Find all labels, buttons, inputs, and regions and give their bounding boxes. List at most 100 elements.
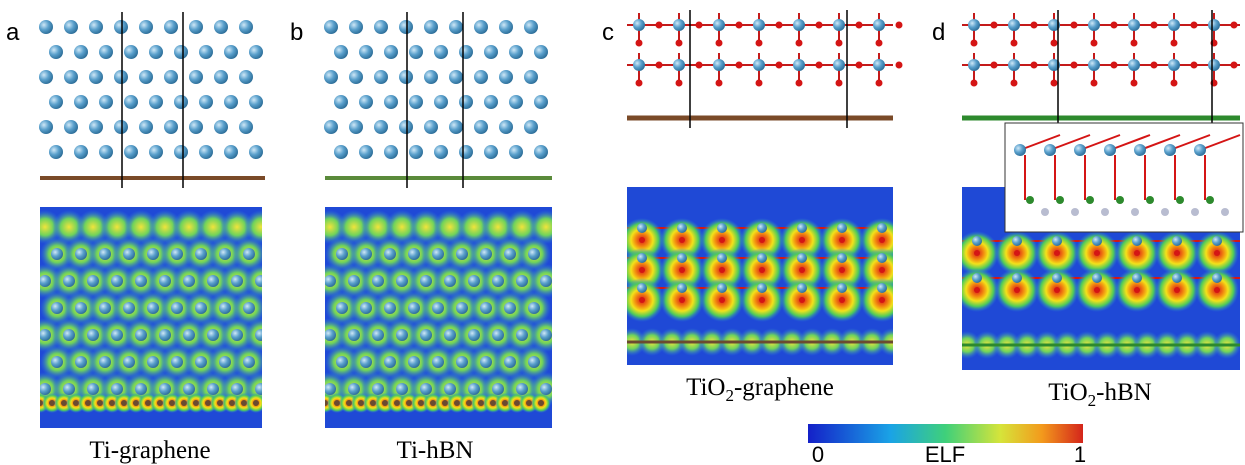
atom: [384, 356, 396, 368]
inset-frame: [1005, 123, 1243, 232]
atom: [636, 80, 643, 87]
atom: [484, 95, 498, 109]
atom: [474, 70, 488, 84]
atom: [348, 275, 360, 287]
atom: [123, 356, 135, 368]
atom: [1026, 196, 1034, 204]
atom: [149, 95, 163, 109]
atom: [1176, 196, 1184, 204]
panel-label: a: [6, 19, 20, 46]
structure: [627, 10, 903, 128]
atom: [449, 70, 463, 84]
atom: [1054, 287, 1060, 293]
atom: [164, 20, 178, 34]
atom: [1146, 196, 1154, 204]
atom: [199, 145, 213, 159]
atom: [374, 120, 388, 134]
atom: [372, 275, 384, 287]
atom: [776, 22, 783, 29]
atom: [637, 283, 647, 293]
atom: [756, 80, 763, 87]
atom: [509, 145, 523, 159]
atom: [499, 70, 513, 84]
atom: [972, 236, 982, 246]
caption: TiO2-graphene: [686, 374, 834, 405]
atom: [336, 356, 348, 368]
atom: [224, 95, 238, 109]
atom: [434, 145, 448, 159]
atom: [971, 80, 978, 87]
atom: [971, 40, 978, 47]
atom: [528, 302, 540, 314]
atom: [147, 302, 159, 314]
atom: [1051, 80, 1058, 87]
structure: [962, 10, 1240, 128]
atom: [837, 223, 847, 233]
atom: [753, 19, 765, 31]
atom: [1134, 287, 1140, 293]
atom: [123, 302, 135, 314]
atom: [124, 45, 138, 59]
atom: [1208, 19, 1220, 31]
atom: [540, 329, 552, 341]
atom: [135, 275, 147, 287]
atom: [896, 62, 903, 69]
atom: [239, 120, 253, 134]
atom: [633, 59, 645, 71]
atom: [249, 95, 263, 109]
atom: [336, 248, 348, 260]
atom: [1031, 22, 1038, 29]
atom: [877, 283, 887, 293]
atom: [839, 237, 845, 243]
atom: [189, 70, 203, 84]
atom: [540, 275, 552, 287]
atom: [1091, 40, 1098, 47]
atom: [637, 223, 647, 233]
atom: [114, 120, 128, 134]
atom: [534, 95, 548, 109]
atom: [1221, 208, 1229, 216]
atom: [636, 40, 643, 47]
atom: [713, 59, 725, 71]
atom: [1051, 40, 1058, 47]
atom: [49, 145, 63, 159]
atom: [1168, 19, 1180, 31]
atom: [799, 267, 805, 273]
atom: [759, 237, 765, 243]
atom: [879, 237, 885, 243]
atom: [1101, 208, 1109, 216]
atom: [480, 248, 492, 260]
caption: Ti-graphene: [89, 437, 210, 464]
atom: [207, 329, 219, 341]
atom: [1012, 273, 1022, 283]
atom: [799, 297, 805, 303]
atom: [408, 356, 420, 368]
atom: [839, 297, 845, 303]
atom: [64, 120, 78, 134]
atom: [159, 275, 171, 287]
colorbar: [808, 424, 1083, 443]
atom: [449, 120, 463, 134]
atom: [384, 95, 398, 109]
atom: [1086, 196, 1094, 204]
atom: [499, 120, 513, 134]
atom: [1214, 250, 1220, 256]
atom: [174, 45, 188, 59]
atom: [756, 40, 763, 47]
atom: [713, 19, 725, 31]
atom: [114, 70, 128, 84]
atom: [255, 329, 267, 341]
atom: [219, 248, 231, 260]
atom: [856, 22, 863, 29]
atom: [239, 20, 253, 34]
atom: [676, 40, 683, 47]
atom: [736, 62, 743, 69]
atom: [214, 120, 228, 134]
atom: [39, 329, 51, 341]
atom: [839, 267, 845, 273]
atom: [696, 22, 703, 29]
atom: [149, 145, 163, 159]
atom: [336, 302, 348, 314]
atom: [1014, 250, 1020, 256]
atom: [677, 283, 687, 293]
